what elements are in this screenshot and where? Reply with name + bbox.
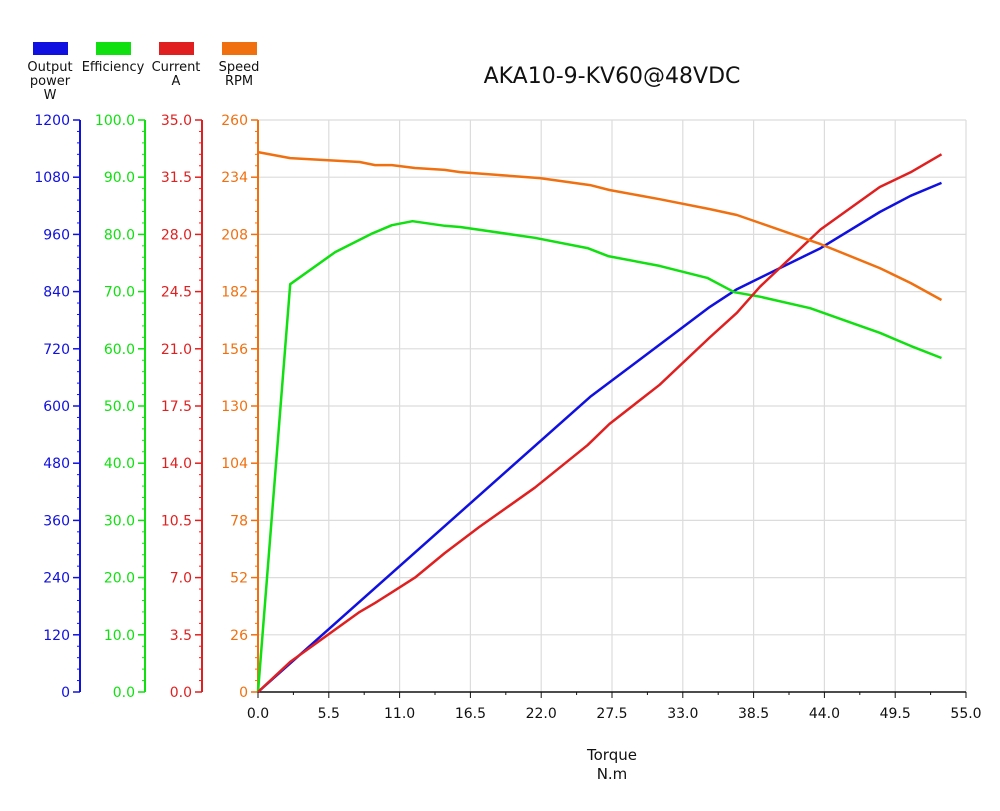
x-tick-label: 49.5 bbox=[880, 706, 911, 722]
power-tick-label: 0 bbox=[61, 685, 70, 701]
speed-tick-label: 0 bbox=[239, 685, 248, 701]
eff-series-line bbox=[256, 219, 942, 693]
x-tick-label: 11.0 bbox=[384, 706, 415, 722]
x-tick-label: 0.0 bbox=[247, 706, 269, 722]
x-axis-unit: N.m bbox=[597, 765, 628, 783]
speed-legend-label: RPM bbox=[225, 74, 253, 89]
power-tick-label: 600 bbox=[43, 399, 70, 415]
eff-tick-label: 50.0 bbox=[104, 399, 135, 415]
y-axes: 0 120 240 360 480 600 720 840 960 1080 1200 0.0 10.0… bbox=[34, 113, 259, 701]
current-tick-label: 14.0 bbox=[161, 456, 192, 472]
eff-tick-label: 80.0 bbox=[104, 227, 135, 243]
x-tick-label: 22.0 bbox=[526, 706, 557, 722]
current-tick-label: 28.0 bbox=[161, 227, 192, 243]
current-tick-label: 3.5 bbox=[170, 628, 192, 644]
eff-tick-label: 0.0 bbox=[113, 685, 135, 701]
speed-tick-label: 182 bbox=[221, 285, 248, 301]
power-legend-label: power bbox=[30, 74, 71, 89]
eff-legend-swatch bbox=[96, 42, 131, 55]
current-legend-swatch bbox=[159, 42, 194, 55]
speed-tick-label: 208 bbox=[221, 227, 248, 243]
power-tick-label: 1200 bbox=[34, 113, 70, 129]
eff-tick-label: 40.0 bbox=[104, 456, 135, 472]
current-tick-label: 35.0 bbox=[161, 113, 192, 129]
current-legend-label: A bbox=[172, 74, 181, 89]
speed-tick-label: 260 bbox=[221, 113, 248, 129]
eff-legend-label: Efficiency bbox=[82, 60, 145, 75]
power-tick-label: 720 bbox=[43, 342, 70, 358]
power-tick-label: 960 bbox=[43, 227, 70, 243]
x-tick-label: 33.0 bbox=[667, 706, 698, 722]
power-tick-label: 360 bbox=[43, 513, 70, 529]
power-tick-label: 240 bbox=[43, 571, 70, 587]
power-series-line bbox=[257, 181, 942, 693]
power-legend-label: Output bbox=[27, 60, 72, 75]
eff-tick-label: 20.0 bbox=[104, 571, 135, 587]
current-tick-label: 21.0 bbox=[161, 342, 192, 358]
eff-tick-label: 30.0 bbox=[104, 513, 135, 529]
current-series-line bbox=[257, 153, 943, 693]
speed-series-line bbox=[257, 150, 943, 302]
x-tick-label: 55.0 bbox=[950, 706, 981, 722]
grid bbox=[258, 119, 967, 692]
speed-tick-label: 234 bbox=[221, 170, 248, 186]
chart-title: AKA10-9-KV60@48VDC bbox=[484, 64, 741, 89]
x-tick-label: 5.5 bbox=[318, 706, 340, 722]
x-tick-label: 27.5 bbox=[596, 706, 627, 722]
power-tick-label: 480 bbox=[43, 456, 70, 472]
current-tick-label: 31.5 bbox=[161, 170, 192, 186]
current-tick-label: 7.0 bbox=[170, 571, 192, 587]
speed-tick-label: 104 bbox=[221, 456, 248, 472]
power-tick-label: 840 bbox=[43, 285, 70, 301]
eff-tick-label: 90.0 bbox=[104, 170, 135, 186]
eff-tick-label: 60.0 bbox=[104, 342, 135, 358]
speed-tick-label: 26 bbox=[230, 628, 248, 644]
eff-tick-label: 70.0 bbox=[104, 285, 135, 301]
power-legend-label: W bbox=[44, 88, 57, 103]
current-legend-label: Current bbox=[152, 60, 201, 75]
current-tick-label: 0.0 bbox=[170, 685, 192, 701]
eff-tick-label: 10.0 bbox=[104, 628, 135, 644]
x-tick-label: 44.0 bbox=[809, 706, 840, 722]
speed-tick-label: 130 bbox=[221, 399, 248, 415]
speed-tick-label: 156 bbox=[221, 342, 248, 358]
current-tick-label: 10.5 bbox=[161, 513, 192, 529]
x-axis: 0.0 5.5 11.0 16.5 22.0 27.5 33.0 38.5 44.0 49.5 55… bbox=[247, 691, 982, 722]
power-tick-label: 1080 bbox=[34, 170, 70, 186]
current-tick-label: 17.5 bbox=[161, 399, 192, 415]
current-tick-label: 24.5 bbox=[161, 285, 192, 301]
speed-legend-label: Speed bbox=[219, 60, 260, 75]
speed-legend-swatch bbox=[222, 42, 257, 55]
power-tick-label: 120 bbox=[43, 628, 70, 644]
x-tick-label: 38.5 bbox=[738, 706, 769, 722]
eff-tick-label: 100.0 bbox=[95, 113, 135, 129]
series-lines bbox=[256, 150, 943, 693]
speed-tick-label: 78 bbox=[230, 513, 248, 529]
x-axis-label: Torque bbox=[586, 746, 637, 764]
x-tick-label: 16.5 bbox=[455, 706, 486, 722]
speed-tick-label: 52 bbox=[230, 571, 248, 587]
power-legend-swatch bbox=[33, 42, 68, 55]
